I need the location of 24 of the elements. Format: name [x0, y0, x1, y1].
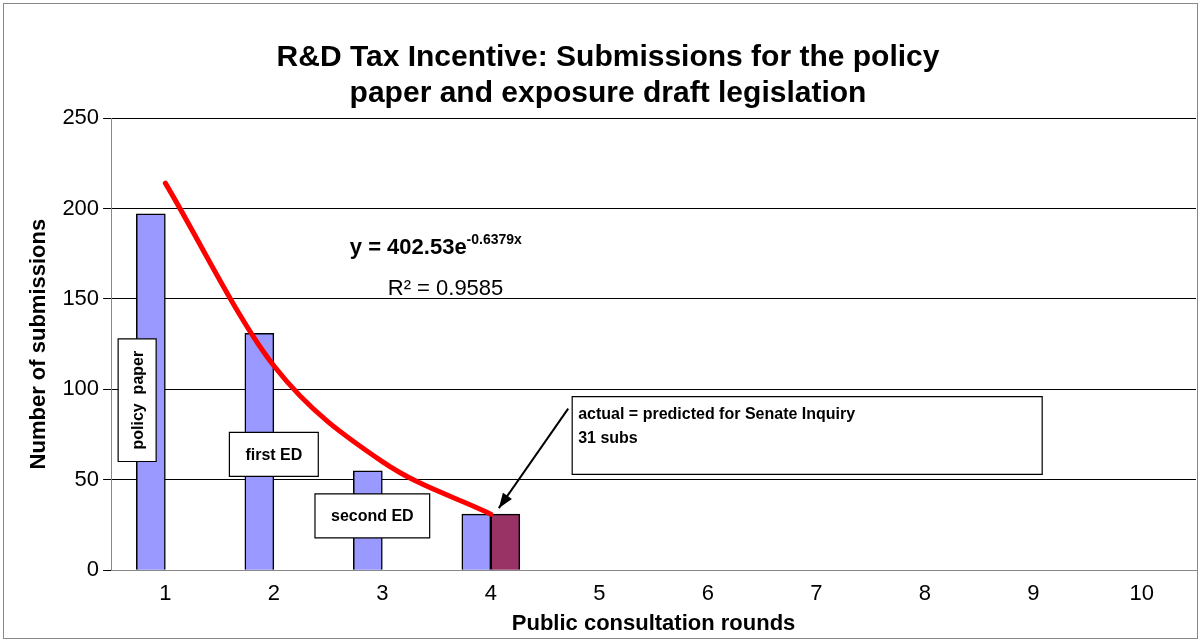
y-tick-label: 250: [62, 104, 100, 130]
x-axis-title: Public consultation rounds: [511, 609, 796, 635]
y-axis-title: Number of submissions: [25, 218, 51, 470]
x-tick-label: 7: [810, 580, 823, 606]
annotation: first ED: [245, 445, 303, 463]
chart-title: R&D Tax Incentive: Submissions for the policy paper and exposure draft legislation: [276, 39, 940, 109]
y-tick-label: 150: [62, 284, 100, 310]
x-tick-label: 5: [593, 580, 606, 606]
x-tick-label: 4: [484, 580, 497, 606]
y-tick-label: 100: [62, 375, 100, 401]
y-tick-label: 200: [62, 194, 100, 220]
annotation: policy paper: [128, 350, 146, 450]
x-tick-label: 2: [267, 580, 280, 606]
x-tick-label: 10: [1129, 580, 1154, 606]
x-tick-label: 1: [159, 580, 172, 606]
x-tick-label: 6: [701, 580, 714, 606]
y-tick-label: 50: [74, 465, 100, 491]
x-tick-label: 3: [376, 580, 389, 606]
annotation: actual = predicted for Senate Inquiry 31 subs: [578, 404, 856, 446]
x-tick-label: 8: [918, 580, 931, 606]
y-tick-label: 0: [86, 556, 100, 582]
annotation: second ED: [330, 507, 414, 525]
annotation: R² = 0.9585: [387, 274, 504, 300]
x-tick-label: 9: [1027, 580, 1040, 606]
